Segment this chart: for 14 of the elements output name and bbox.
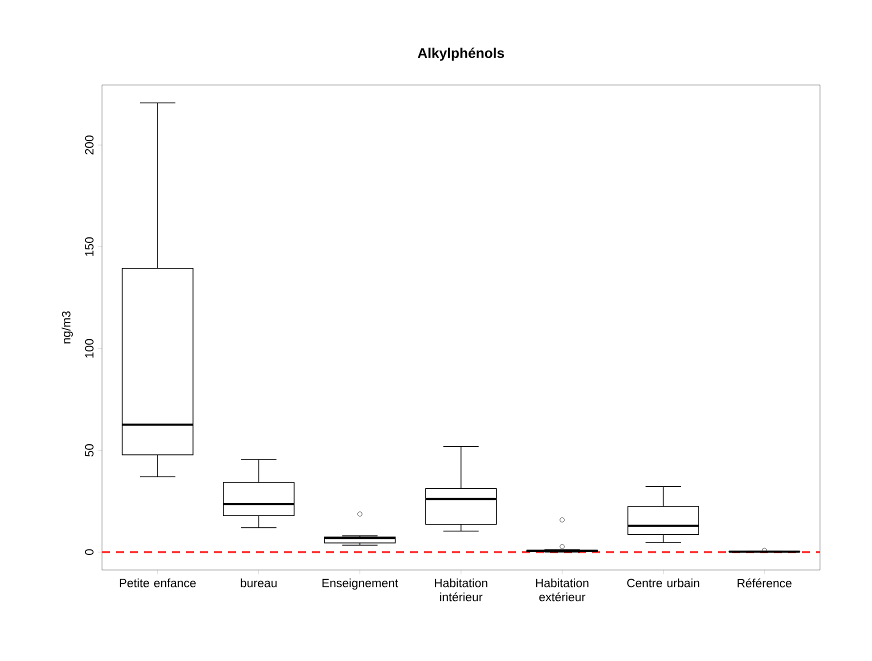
x-tick-label: bureau: [240, 578, 277, 588]
x-tick-label: Référence: [738, 578, 792, 588]
y-tick-label: 100: [85, 339, 94, 358]
y-tick-label: 150: [85, 237, 94, 256]
y-axis-title: ng/m3: [62, 311, 73, 344]
x-tick-label: Enseignement: [322, 578, 398, 590]
y-tick-label: 50: [85, 444, 94, 457]
chart-title: Alkylphénols: [418, 48, 504, 61]
y-tick-label: 200: [85, 135, 94, 154]
x-tick-label: Habitation extérieur: [536, 578, 588, 602]
x-tick-label: Petite enfance: [120, 578, 196, 588]
x-tick-label: Habitation intérieur: [434, 578, 488, 602]
y-tick-label: 0: [85, 549, 94, 555]
x-tick-label: Centre urbain: [627, 578, 700, 588]
